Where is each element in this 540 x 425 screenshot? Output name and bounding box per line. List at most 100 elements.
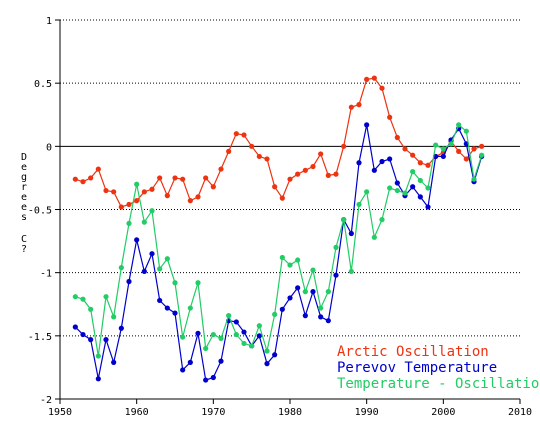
data-point (402, 146, 408, 152)
y-axis-label-char: e (21, 192, 27, 203)
data-point (341, 217, 347, 223)
data-point (126, 278, 132, 285)
data-point (479, 143, 485, 149)
data-point (72, 324, 78, 330)
data-point (287, 262, 293, 268)
data-point (379, 85, 385, 91)
data-point (348, 104, 354, 110)
x-tick-label: 1990 (355, 407, 379, 418)
data-point (302, 167, 308, 173)
y-tick-label: -1 (40, 269, 52, 280)
data-point (210, 374, 216, 381)
data-point (310, 289, 316, 295)
data-point (318, 151, 324, 157)
data-point (118, 265, 124, 271)
x-tick-label: 1960 (125, 407, 149, 418)
data-point (256, 323, 262, 329)
x-tick-label: 1950 (48, 407, 72, 418)
data-point (203, 175, 209, 181)
data-point (287, 295, 293, 301)
data-point (103, 187, 109, 194)
data-point (387, 114, 393, 120)
data-point (402, 190, 408, 196)
data-point (126, 201, 132, 208)
data-point (103, 294, 109, 300)
data-point (103, 337, 109, 343)
data-point (149, 208, 155, 214)
data-point (95, 166, 101, 172)
data-point (425, 185, 431, 191)
data-point (210, 331, 216, 338)
data-point (394, 187, 400, 194)
data-point (72, 294, 78, 300)
data-point (456, 122, 462, 128)
data-point (233, 331, 239, 338)
data-point (233, 319, 239, 325)
data-point (88, 337, 94, 343)
legend-entry: Temperature - Oscillation (337, 376, 540, 392)
data-point (333, 272, 339, 278)
data-point (241, 132, 247, 138)
data-point (440, 153, 446, 160)
data-point (417, 160, 423, 166)
data-point (180, 367, 186, 373)
data-point (218, 335, 224, 341)
data-point (264, 348, 270, 354)
data-point (141, 268, 147, 275)
data-point (417, 177, 423, 184)
data-point (118, 325, 124, 331)
data-point (279, 254, 285, 261)
data-point (172, 175, 178, 181)
data-point (379, 158, 385, 165)
data-point (134, 237, 140, 243)
data-point (440, 146, 446, 152)
data-point (164, 256, 170, 262)
x-tick-label: 1980 (278, 407, 302, 418)
data-point (172, 310, 178, 316)
data-point (479, 152, 485, 158)
data-point (387, 156, 393, 162)
data-point (471, 146, 477, 152)
data-point (371, 75, 377, 81)
data-point (295, 257, 301, 263)
data-point (302, 313, 308, 319)
data-point (80, 331, 86, 338)
legend-entry: Arctic Oscillation (337, 344, 489, 360)
series-1 (72, 75, 485, 210)
data-point (410, 169, 416, 175)
data-point (195, 330, 201, 336)
data-point (364, 122, 370, 128)
data-point (394, 180, 400, 186)
y-axis-label-char: s (21, 212, 27, 223)
data-point (410, 152, 416, 158)
data-point (463, 128, 469, 134)
data-point (272, 184, 278, 190)
data-point (471, 176, 477, 182)
y-tick-label: -2 (40, 395, 52, 406)
tick-labels: -2 -1.5 -1 -0.5 0 0.5 1 1950 1960 1970 1980 1990 200… (28, 16, 532, 418)
data-point (264, 361, 270, 367)
series-3 (72, 122, 485, 359)
data-point (88, 306, 94, 312)
data-point (348, 268, 354, 275)
data-point (141, 219, 147, 225)
y-tick-label: 0 (46, 142, 52, 153)
data-point (356, 102, 362, 108)
data-point (218, 166, 224, 172)
data-point (463, 156, 469, 162)
data-point (364, 76, 370, 82)
data-point (425, 162, 431, 168)
data-point (187, 359, 193, 365)
data-point (379, 217, 385, 223)
data-point (448, 141, 454, 147)
data-point (371, 234, 377, 240)
series-group (72, 75, 485, 383)
y-axis-label-char: e (21, 162, 27, 173)
data-point (325, 289, 331, 295)
y-tick-label: -1.5 (28, 332, 52, 343)
data-point (310, 163, 316, 170)
x-tick-label: 2010 (508, 407, 532, 418)
data-point (134, 181, 140, 187)
data-point (264, 156, 270, 162)
